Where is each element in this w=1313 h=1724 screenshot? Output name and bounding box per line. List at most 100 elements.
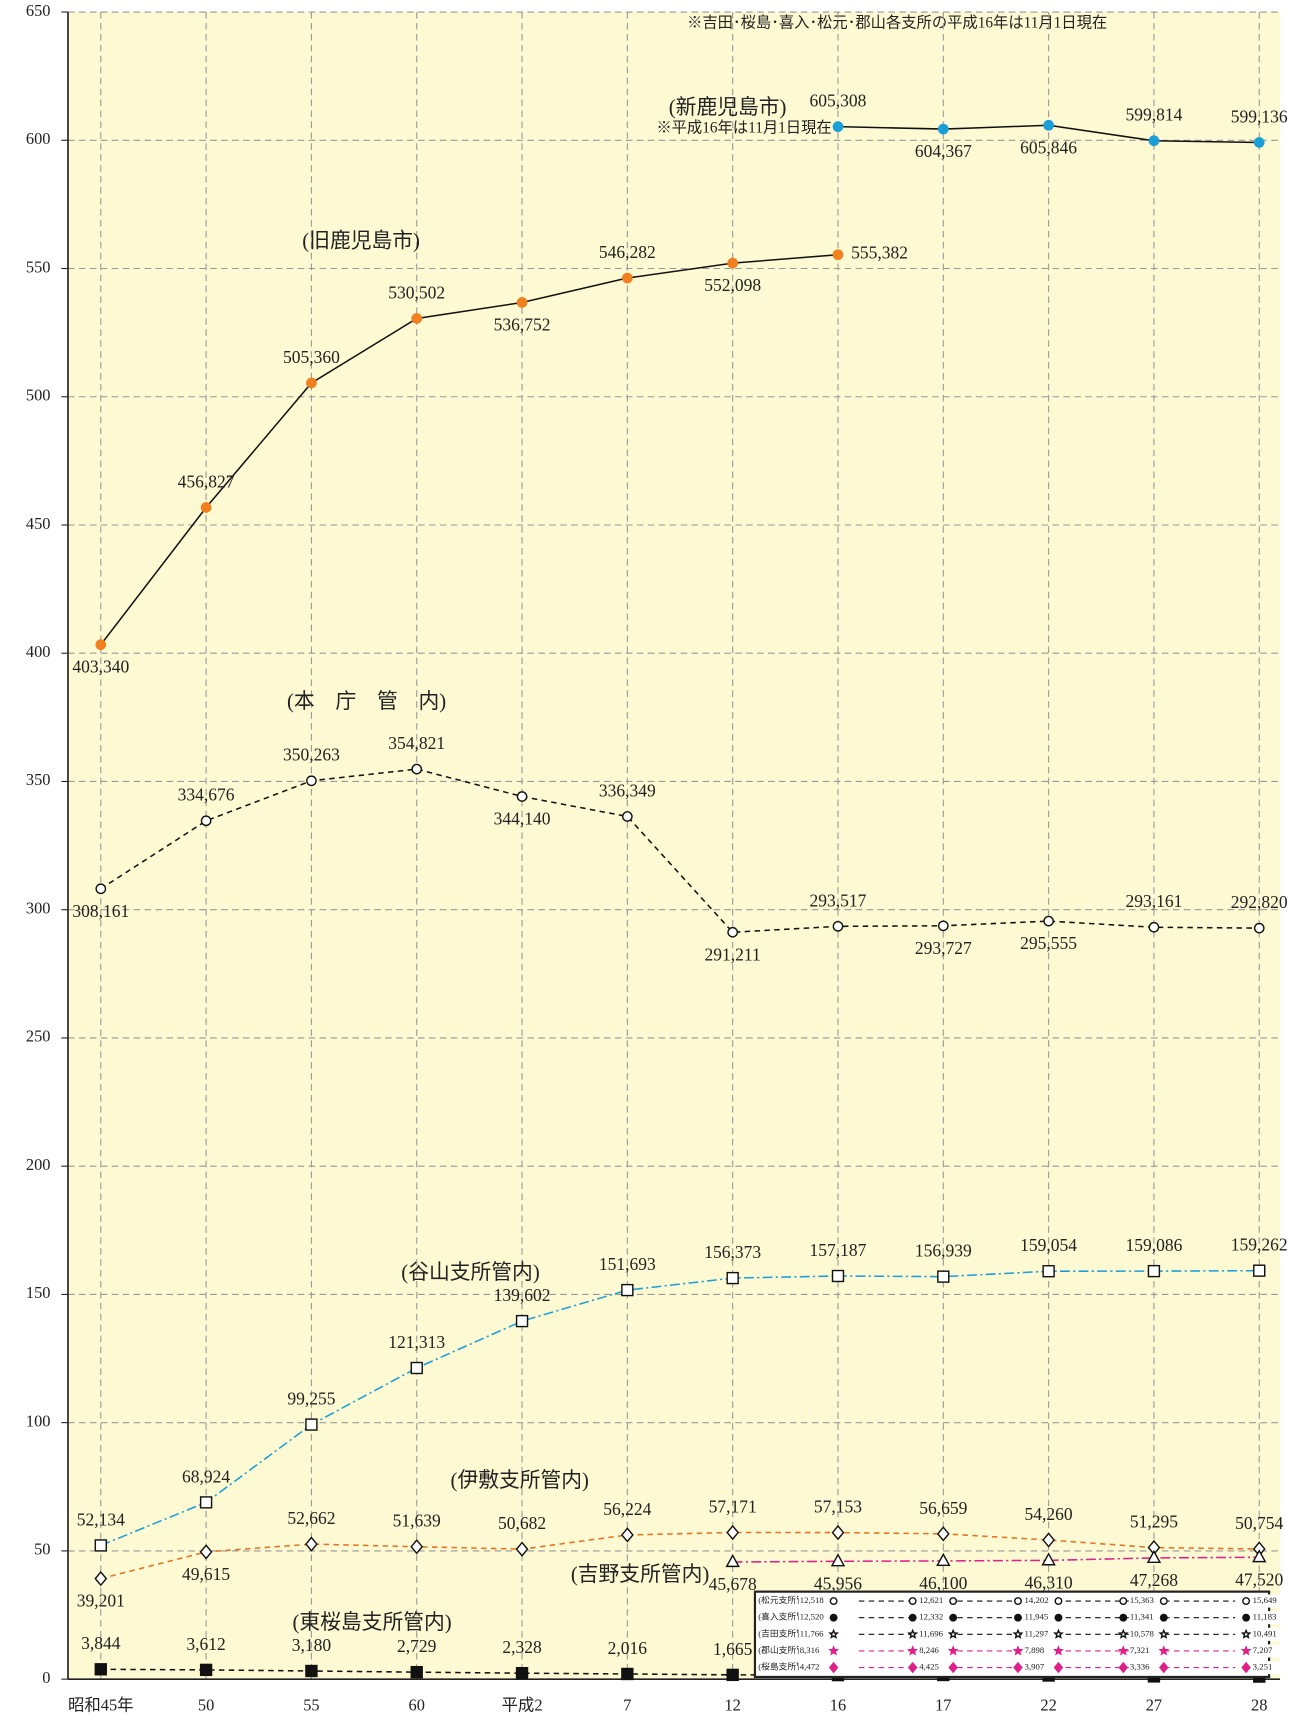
series-label: (谷山支所管内) [401,1261,539,1284]
inset-value: 7,898 [1025,1645,1045,1655]
inset-value: 11,297 [1025,1628,1049,1638]
inset-row-name: (郡山支所管内) [758,1644,816,1655]
marker [937,920,949,932]
value-label: 39,201 [77,1591,125,1611]
marker [937,1270,950,1283]
marker [410,1361,423,1375]
inset-cell-bg [918,1627,951,1641]
value-label: 599,136 [1231,106,1288,126]
inset-cell-bg [1251,1660,1285,1675]
inset-value: 15,363 [1130,1595,1155,1605]
marker [410,1539,424,1555]
inset-value: 11,945 [1025,1612,1049,1622]
marker [621,1283,634,1297]
series-label: (新鹿児島市) [669,96,787,119]
marker [1118,1661,1129,1674]
annotation: ※吉田･桜島･喜入･松元･郡山各支所の平成16年は11月1日現在 [687,15,1107,32]
value-label: 47,268 [1130,1570,1178,1590]
marker [1253,137,1265,148]
inset-cell-bg [1128,1594,1162,1608]
value-label: 293,727 [915,938,972,958]
value-label: 159,054 [1020,1235,1077,1255]
value-label: 605,846 [1020,137,1077,157]
value-label: 456,827 [178,471,235,491]
marker [621,1667,634,1681]
y-tick-label: 350 [26,770,51,789]
inset-cell-bg [1251,1611,1285,1625]
series-line [100,1269,1260,1547]
inset-cell-bg [918,1611,951,1625]
marker [726,1668,739,1682]
plot-background [67,12,1281,1680]
marker [907,1628,919,1639]
inset-cell-bg [798,1611,832,1625]
inset-value: 7,207 [1253,1645,1273,1655]
marker [1119,1597,1128,1606]
x-tick-label: 22 [1040,1695,1056,1714]
marker [829,1597,838,1606]
y-tick-label: 600 [26,129,51,148]
value-label: 51,295 [1130,1512,1178,1532]
marker [515,1541,529,1557]
inset-cell-bg [798,1644,832,1658]
marker [727,257,739,269]
marker [411,763,423,775]
marker [936,1552,951,1566]
marker [828,1645,840,1656]
marker [95,883,107,895]
marker [1159,1661,1169,1674]
marker [832,249,844,261]
marker [1053,1645,1064,1656]
y-tick-label: 100 [26,1411,51,1430]
value-label: 56,224 [603,1499,651,1519]
y-tick-label: 200 [26,1155,51,1174]
inset-value: 7,321 [1130,1645,1150,1655]
marker [1240,1628,1252,1639]
value-label: 2,016 [608,1638,648,1658]
y-tick-label: 150 [26,1283,51,1302]
inset-value: 12,520 [800,1612,825,1622]
marker [94,1539,107,1552]
marker [620,1527,634,1543]
marker [1042,1265,1055,1278]
marker [95,639,107,651]
marker [622,272,633,284]
marker [1014,1613,1022,1622]
value-label: 291,211 [705,944,761,964]
inset-row-name: (桜島支所管内) [758,1661,816,1672]
inset-value: 12,621 [919,1595,943,1605]
value-label: 292,820 [1231,892,1288,912]
value-label: 151,693 [599,1254,656,1274]
marker [1054,1597,1063,1606]
inset-table: (松元支所管内)12,518 12,621 14,202 15,363 15,649 (喜… [753,1590,1285,1679]
inset-value: 10,578 [1130,1628,1155,1638]
inset-cell-bg [1128,1644,1162,1658]
x-tick-label: 12 [724,1695,740,1714]
inset-row-name: (松元支所管内) [758,1594,816,1605]
marker [907,1645,919,1656]
marker [828,1628,840,1639]
x-tick-label: 16 [830,1695,846,1714]
value-label: 350,263 [283,745,340,765]
y-tick-label: 50 [34,1540,50,1559]
series-label: (旧鹿児島市) [302,230,420,253]
inset-cell-bg [1023,1660,1057,1675]
value-label: 334,676 [178,785,235,805]
inset-row-name: (喜入支所管内) [758,1611,816,1622]
marker [1117,1645,1129,1656]
value-label: 3,612 [186,1634,225,1654]
x-tick-label: 60 [409,1695,425,1714]
marker [1252,1549,1267,1563]
marker [830,1553,846,1567]
x-tick-label: 50 [198,1695,214,1714]
value-label: 156,373 [704,1242,761,1262]
value-label: 121,313 [388,1332,445,1352]
value-label: 68,924 [182,1466,230,1486]
marker [1253,1264,1266,1277]
marker [1240,1645,1252,1656]
marker [1159,1597,1168,1606]
marker [1159,1613,1168,1622]
marker [199,1663,213,1677]
inset-value: 3,907 [1025,1662,1045,1672]
